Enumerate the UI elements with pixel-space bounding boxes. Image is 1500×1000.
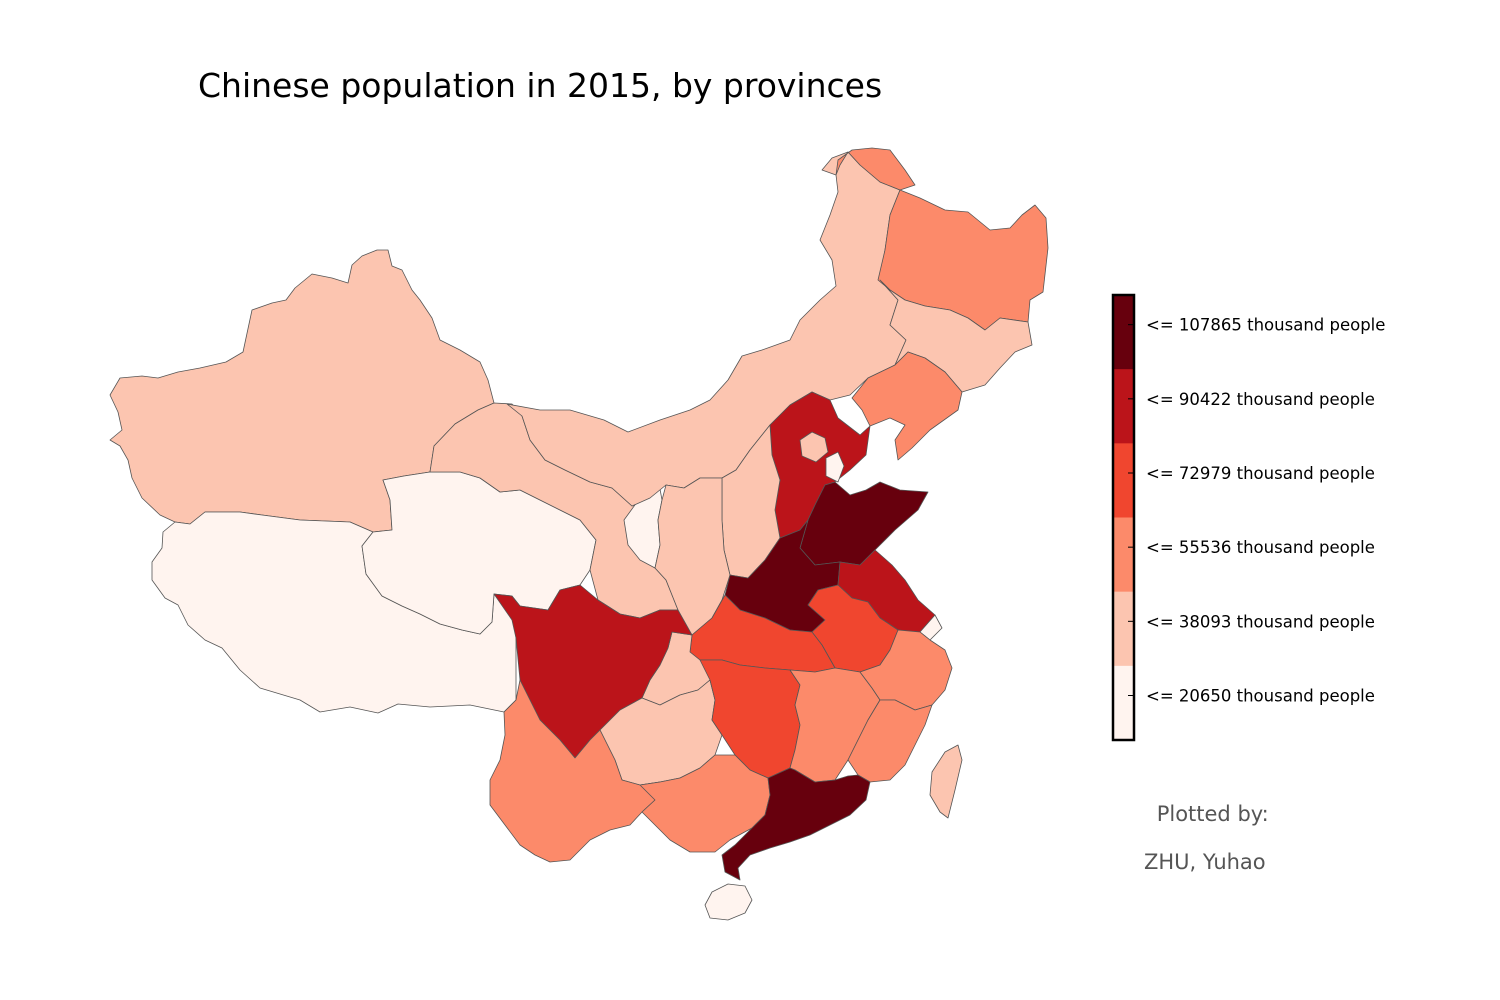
region-hainan	[704, 883, 753, 921]
chart-title: Chinese population in 2015, by provinces	[198, 66, 883, 105]
credit-author: ZHU, Yuhao	[1144, 850, 1266, 874]
region-guangdong	[721, 767, 871, 881]
region-beijing	[799, 431, 829, 463]
credit-label: Plotted by:	[1156, 802, 1269, 826]
region-tibet	[151, 511, 517, 714]
region-jilin	[879, 279, 1033, 393]
credit-text: Plotted by: ZHU, Yuhao	[1130, 778, 1269, 922]
region-liaoning	[851, 351, 963, 461]
region-tianjin	[825, 451, 845, 483]
region-xinjiang	[109, 249, 495, 533]
region-heilongjiang-north	[835, 147, 916, 191]
region-taiwan	[929, 744, 963, 819]
region-jiangxi	[789, 667, 881, 783]
region-fujian	[847, 699, 933, 783]
